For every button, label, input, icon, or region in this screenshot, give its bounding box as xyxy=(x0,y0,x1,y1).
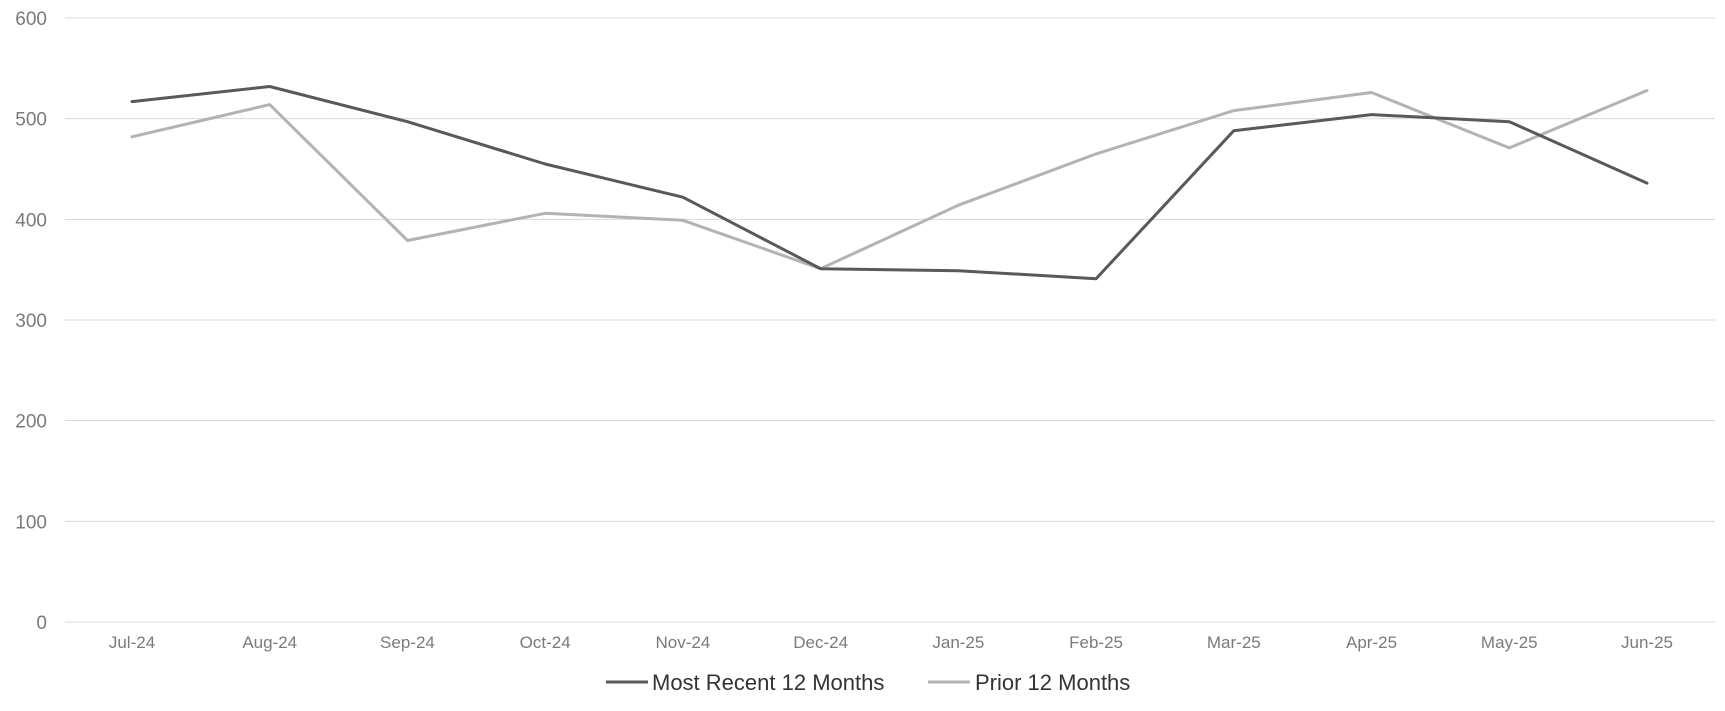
x-tick-label: Jan-25 xyxy=(932,633,984,652)
y-tick-label: 600 xyxy=(15,9,47,30)
legend-label: Most Recent 12 Months xyxy=(652,670,884,695)
series-line-0 xyxy=(132,87,1647,279)
y-tick-label: 100 xyxy=(15,512,47,533)
x-tick-label: Apr-25 xyxy=(1346,633,1397,652)
x-tick-label: Jun-25 xyxy=(1621,633,1673,652)
x-tick-label: Mar-25 xyxy=(1207,633,1261,652)
y-tick-label: 500 xyxy=(15,110,47,131)
legend: Most Recent 12 Months Prior 12 Months xyxy=(606,670,1130,695)
x-tick-label: Oct-24 xyxy=(520,633,571,652)
x-tick-label: May-25 xyxy=(1481,633,1538,652)
x-tick-label: Sep-24 xyxy=(380,633,435,652)
x-tick-label: Feb-25 xyxy=(1069,633,1123,652)
legend-label: Prior 12 Months xyxy=(975,670,1130,695)
x-axis-ticks: Jul-24 Aug-24 Sep-24 Oct-24 Nov-24 Dec-24 Jan-… xyxy=(109,633,1673,652)
series-layer xyxy=(132,86,1647,278)
y-tick-label: 0 xyxy=(36,613,47,634)
y-tick-label: 300 xyxy=(15,311,47,332)
y-tick-label: 200 xyxy=(15,412,47,433)
y-axis-ticks: 0 100 200 300 400 500 600 xyxy=(15,9,47,634)
x-tick-label: Nov-24 xyxy=(656,633,711,652)
x-tick-label: Aug-24 xyxy=(242,633,297,652)
x-tick-label: Jul-24 xyxy=(109,633,155,652)
x-tick-label: Dec-24 xyxy=(793,633,848,652)
y-tick-label: 400 xyxy=(15,210,47,231)
grid-layer xyxy=(65,18,1715,622)
